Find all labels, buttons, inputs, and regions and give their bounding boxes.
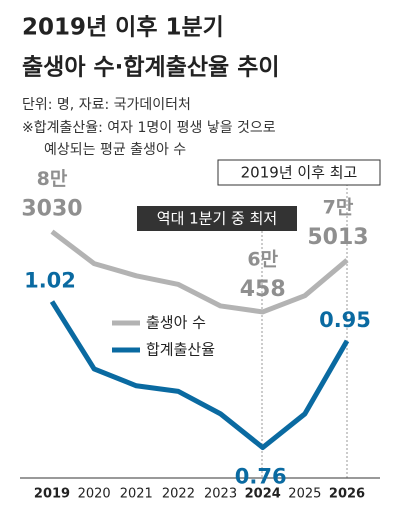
x-tick-label: 2022 — [162, 487, 195, 502]
line — [49, 300, 350, 451]
x-tick-label: 2024 — [245, 487, 281, 502]
source: 단위: 명, 자료: 국가데이터처 — [22, 97, 191, 113]
data-label: 7만 — [323, 197, 354, 219]
data-label: 1.02 — [24, 269, 76, 293]
annotation: 역대 1분기 중 최저 — [157, 210, 277, 228]
annotation: 2019년 이후 최고 — [241, 164, 358, 182]
note: 예상되는 평균 출생아 수 — [44, 142, 186, 158]
x-tick-label: 2021 — [120, 487, 153, 502]
x-tick-label: 2025 — [288, 487, 321, 502]
annotation-box — [217, 159, 381, 186]
x-tick-label: 2026 — [329, 487, 365, 502]
annotation-box — [137, 206, 297, 231]
data-label: 0.76 — [235, 465, 287, 489]
data-label: 6만 — [247, 248, 278, 270]
legend-label: 출생아 수 — [146, 314, 206, 332]
x-tick-label: 2020 — [78, 487, 111, 502]
x-tick-label: 2023 — [204, 487, 237, 502]
data-label: 0.95 — [319, 308, 371, 332]
note: ※합계출산율: 여자 1명이 평생 낳을 것으로 — [22, 120, 276, 136]
legend-label: 합계출산율 — [146, 341, 215, 359]
data-label: 3030 — [21, 197, 82, 222]
title: 출생아 수·합계출산율 추이 — [22, 55, 280, 81]
data-label: 458 — [240, 277, 286, 302]
line — [50, 229, 349, 315]
data-label: 5013 — [307, 225, 368, 250]
x-tick-label: 2019 — [34, 487, 70, 502]
title: 2019년 이후 1분기 — [22, 15, 224, 41]
data-label: 8만 — [37, 168, 68, 190]
